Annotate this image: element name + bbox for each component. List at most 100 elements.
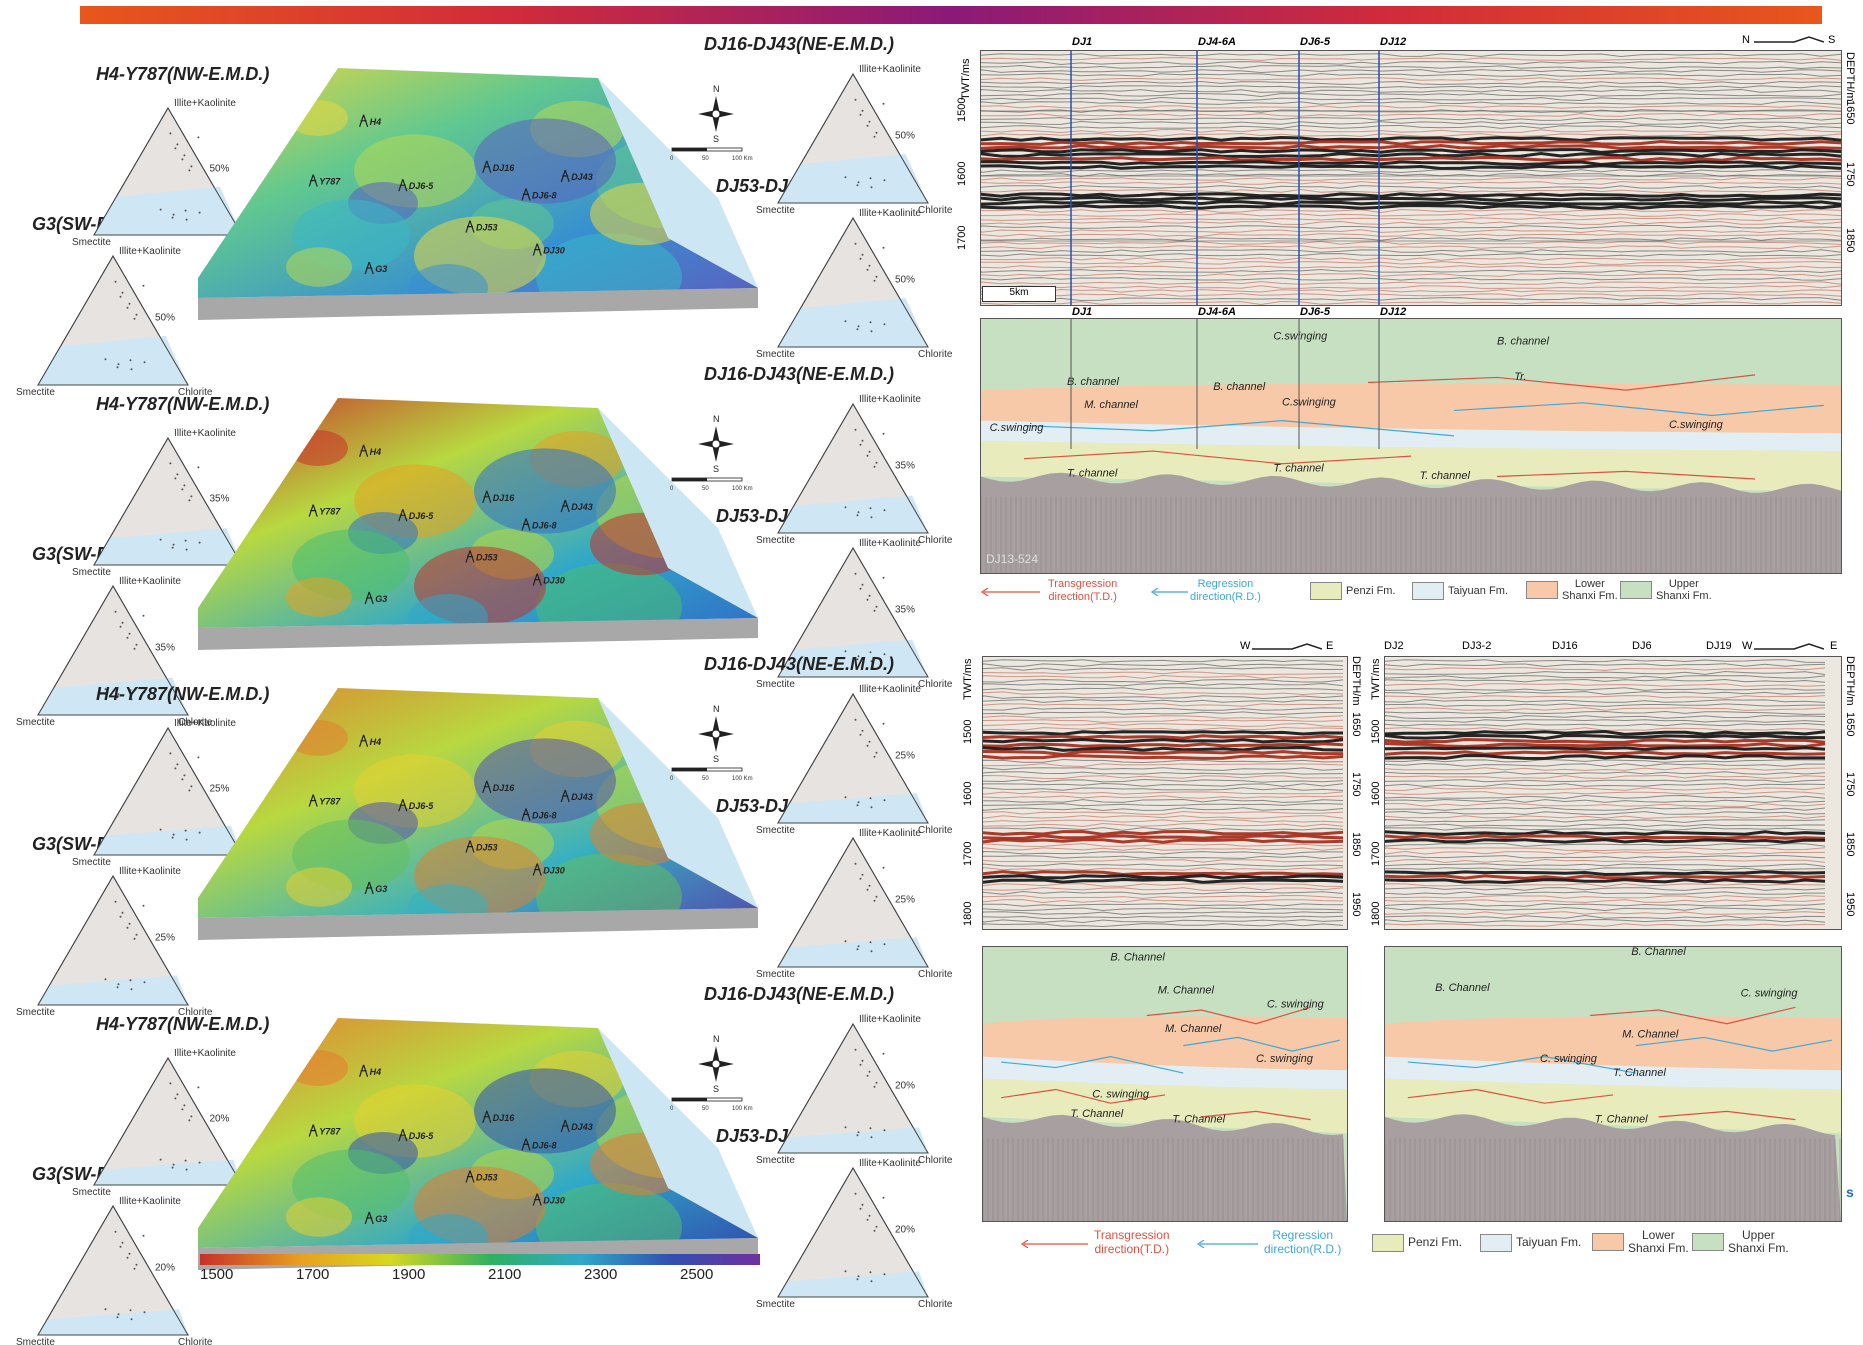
compass-n: N xyxy=(713,414,720,424)
colorbar-tick: 1500 xyxy=(200,1266,234,1283)
seismic-traces-top xyxy=(981,51,1841,305)
channel-annotation: Tr. xyxy=(1514,371,1526,383)
depth-tick: 1750 xyxy=(1844,162,1856,187)
channel-annotation: C.swinging xyxy=(1669,419,1724,431)
lower-shanxi-label: Shanxi Fm. xyxy=(1562,590,1618,602)
3d-terrain-map: H4 Y787 DJ6-5 DJ16 DJ6-8 DJ43 DJ53 DJ30 G3 xyxy=(198,58,758,328)
seismic-traces-bottom-left xyxy=(983,659,1344,928)
ternary-right-label: Chlorite xyxy=(178,387,213,398)
channel-annotation: B. channel xyxy=(1497,335,1550,347)
transgression-arrow xyxy=(1020,1240,1088,1248)
ternary-top-label: Illite+Kaolinite xyxy=(859,64,921,75)
colorbar-gradient xyxy=(200,1254,760,1265)
well-label: DJ6-8 xyxy=(532,810,557,820)
taiyuan-label: Taiyuan Fm. xyxy=(1516,1235,1582,1250)
penzi-swatch xyxy=(1310,582,1342,600)
channel-annotation: C. swinging xyxy=(1092,1089,1150,1101)
twt-tick: 1800 xyxy=(962,901,974,926)
3d-terrain-map: H4 Y787 DJ6-5 DJ16 DJ6-8 DJ43 DJ53 DJ30 G3 xyxy=(198,1008,758,1278)
svg-text:100 Km: 100 Km xyxy=(732,1106,753,1112)
well-label: DJ30 xyxy=(543,866,565,876)
depth-tick: 1650 xyxy=(1844,100,1856,125)
well-derrick-icon xyxy=(521,188,531,201)
direction-right: S xyxy=(1828,34,1836,46)
channel-annotation: C. swinging xyxy=(1741,987,1799,999)
well-derrick-icon xyxy=(359,114,369,127)
well-label: DJ6-8 xyxy=(532,190,557,200)
upper-shanxi-label: Shanxi Fm. xyxy=(1728,1241,1789,1255)
ternary-top-label: Illite+Kaolinite xyxy=(859,828,921,839)
ternary-percent: 35% xyxy=(155,643,175,654)
direction-right: E xyxy=(1830,640,1838,652)
ternary-right-label: Chlorite xyxy=(918,1155,953,1166)
ternary-percent: 25% xyxy=(155,933,175,944)
elevation-colorbar: 1500 1700 1900 2100 2300 2500 xyxy=(200,1254,760,1284)
title-nw: H4-Y787(NW-E.M.D.) xyxy=(96,64,270,84)
lower-shanxi-swatch xyxy=(1592,1233,1624,1251)
well-derrick-icon xyxy=(465,220,475,233)
colorbar-tick: 2100 xyxy=(488,1266,522,1283)
well-label: DJ6-8 xyxy=(532,1140,557,1150)
3d-terrain-map: H4 Y787 DJ6-5 DJ16 DJ6-8 DJ43 DJ53 DJ30 G3 xyxy=(198,678,758,948)
well-derrick-icon xyxy=(308,1124,318,1137)
ternary-right-label: Chlorite xyxy=(918,1299,953,1310)
interpretation-layers-bottom-left: B. Channel M. Channel M. Channel T. Channel… xyxy=(983,947,1347,1221)
twt-tick: 1800 xyxy=(1370,901,1382,926)
svg-text:0: 0 xyxy=(670,776,674,782)
title-ne: DJ16-DJ43(NE-E.M.D.) xyxy=(704,34,895,54)
penzi-label: Penzi Fm. xyxy=(1408,1235,1463,1250)
transgression-label: Transgression xyxy=(1048,578,1118,590)
well-derrick-icon xyxy=(482,780,492,793)
colorbar-tick: 2500 xyxy=(680,1266,714,1283)
depth-axis-label: DEPTH/m xyxy=(1844,656,1856,706)
well-derrick-icon xyxy=(482,160,492,173)
svg-text:50: 50 xyxy=(702,486,709,492)
ternary-se: Illite+Kaolinite Smectite Chlorite 20% xyxy=(748,1154,958,1310)
regression-label: Regression xyxy=(1197,578,1254,590)
depth-tick: 1750 xyxy=(1844,772,1856,797)
well-derrick-icon xyxy=(560,499,570,513)
ternary-right-label: Chlorite xyxy=(178,717,213,728)
well-label: Y787 xyxy=(319,1127,341,1137)
well-derrick-icon xyxy=(364,261,374,275)
ternary-percent: 20% xyxy=(155,1263,175,1274)
well-derrick-icon xyxy=(521,1138,531,1151)
well-derrick-icon xyxy=(364,591,374,605)
seismic-section-bottom-right xyxy=(1384,656,1842,930)
upper-shanxi-swatch xyxy=(1620,581,1652,599)
regression-label: Regression xyxy=(1272,1228,1334,1242)
title-ne: DJ16-DJ43(NE-E.M.D.) xyxy=(704,984,895,1004)
ternary-percent: 50% xyxy=(895,131,915,142)
seismic-section-top xyxy=(980,50,1842,306)
corner-mark: s xyxy=(1846,1184,1854,1200)
well-derrick-icon xyxy=(532,573,542,586)
channel-annotation: B. channel xyxy=(1213,381,1266,393)
well-derrick-icon xyxy=(359,1064,369,1077)
well-derrick-icon xyxy=(398,179,408,192)
title-ne: DJ16-DJ43(NE-E.M.D.) xyxy=(704,654,895,674)
ternary-percent: 50% xyxy=(895,275,915,286)
channel-annotation: M. Channel xyxy=(1622,1028,1679,1040)
ternary-left-label: Smectite xyxy=(16,1007,55,1018)
penzi-label: Penzi Fm. xyxy=(1346,584,1396,597)
ternary-left-label: Smectite xyxy=(16,387,55,398)
well-derrick-icon xyxy=(560,789,570,803)
well-label: DJ16 xyxy=(493,1113,516,1123)
channel-annotation: B. Channel xyxy=(1110,952,1165,964)
well-label: G3 xyxy=(375,1214,387,1224)
depth-tick: 1650 xyxy=(1350,712,1362,737)
ternary-nw: Illite+Kaolinite Smectite Chlorite 50% xyxy=(64,94,272,248)
ternary-top-label: Illite+Kaolinite xyxy=(119,246,181,257)
well-label: H4 xyxy=(370,117,382,127)
ternary-top-label: Illite+Kaolinite xyxy=(859,394,921,405)
channel-annotation: M. Channel xyxy=(1158,985,1215,997)
ternary-sw: Illite+Kaolinite Smectite Chlorite 50% xyxy=(8,242,218,398)
ternary-sw: Illite+Kaolinite Smectite Chlorite 20% xyxy=(8,1192,218,1345)
svg-text:100 Km: 100 Km xyxy=(732,776,753,782)
ternary-percent: 35% xyxy=(895,605,915,616)
ternary-top-label: Illite+Kaolinite xyxy=(859,1014,921,1025)
ternary-percent: 25% xyxy=(209,784,229,795)
svg-text:50: 50 xyxy=(702,156,709,162)
penzi-swatch xyxy=(1372,1234,1404,1252)
well-label: DJ3-2 xyxy=(1462,640,1492,652)
